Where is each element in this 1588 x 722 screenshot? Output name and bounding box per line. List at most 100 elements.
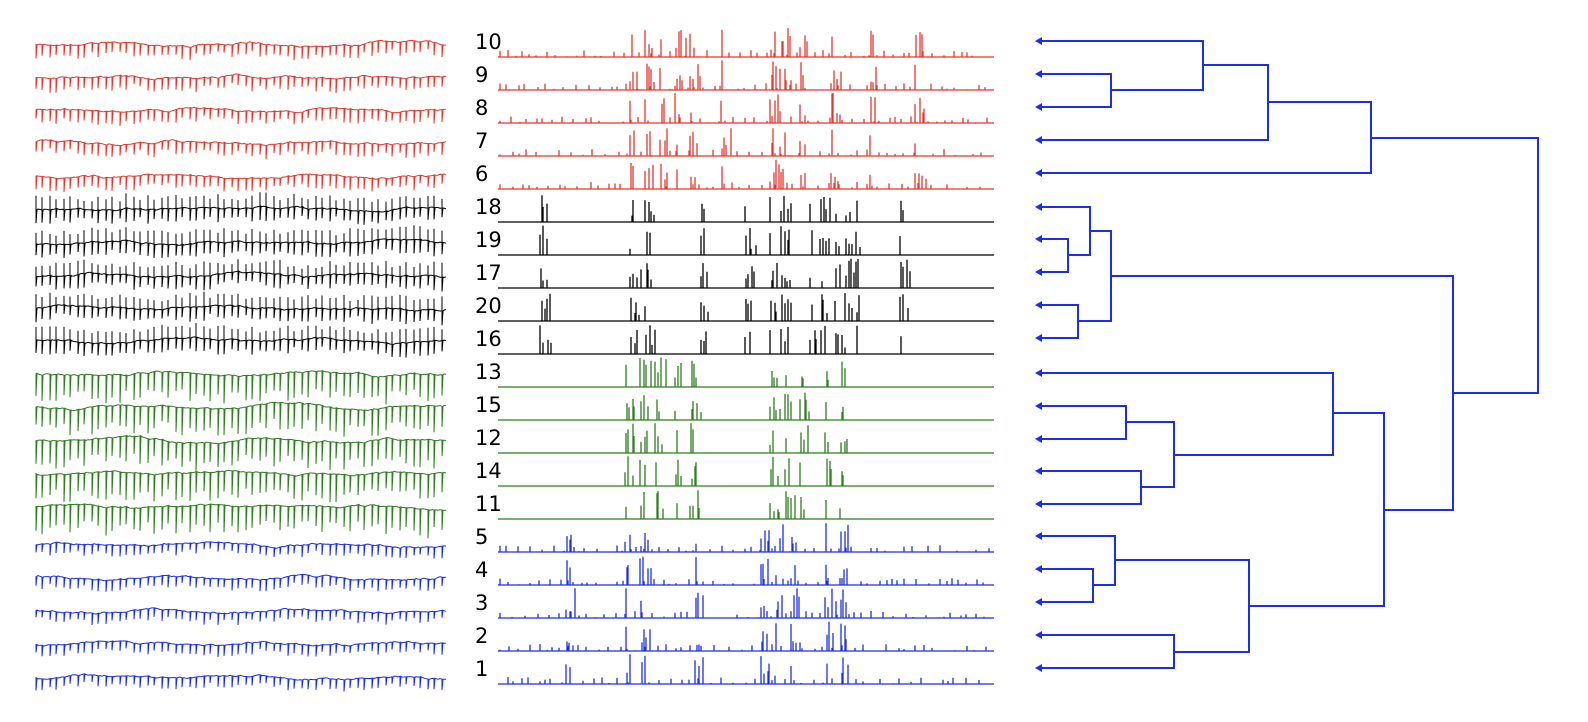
dendrogram-leaf-marker [1035, 235, 1042, 243]
raw-trace [35, 139, 447, 160]
dendrogram-link [1040, 101, 1372, 174]
dendrogram-link [1249, 412, 1385, 607]
dendrogram-link [1040, 405, 1127, 440]
dendrogram-link [1111, 275, 1454, 511]
channel-label: 4 [475, 558, 488, 582]
dendrogram-link [1371, 137, 1539, 394]
raw-trace [35, 173, 447, 193]
raw-trace [35, 225, 447, 259]
dendrogram-leaf-marker [1035, 532, 1042, 540]
dendrogram-link [1040, 304, 1079, 339]
dendrogram-link [1126, 421, 1175, 488]
spike-raster [498, 60, 994, 91]
raw-trace [35, 673, 446, 692]
dendrogram-leaf-marker [1035, 334, 1042, 342]
dendrogram-link [1040, 40, 1204, 91]
channel-label: 18 [475, 195, 502, 219]
raw-trace [35, 39, 447, 61]
channel-label: 17 [475, 261, 502, 285]
spike-raster [498, 325, 994, 355]
channel-label: 10 [475, 30, 502, 54]
spike-raster [498, 490, 994, 520]
dendrogram-leaf-marker [1035, 301, 1042, 309]
spike-raster [498, 293, 994, 322]
channel-label: 14 [475, 459, 502, 483]
channel-label: 5 [475, 525, 488, 549]
dendrogram-link [1040, 238, 1069, 273]
dendrogram-leaf-marker [1035, 664, 1042, 672]
raw-trace [35, 370, 447, 405]
channel-label: 7 [475, 129, 488, 153]
channel-label: 6 [475, 162, 488, 186]
raw-trace [35, 323, 447, 358]
channel-label: 19 [475, 228, 502, 252]
channel-label: 20 [475, 294, 502, 318]
dendrogram-link [1040, 568, 1094, 603]
dendrogram-link [1040, 206, 1091, 256]
raw-trace [35, 106, 447, 126]
dendrogram-leaf-marker [1035, 435, 1042, 443]
dendrogram-link [1078, 230, 1112, 322]
spike-raster [498, 357, 994, 388]
raw-trace [35, 401, 447, 437]
spike-raster [498, 159, 994, 190]
raw-trace [35, 640, 447, 658]
spike-raster [498, 621, 994, 652]
dendrogram-leaf-marker [1035, 631, 1042, 639]
dendrogram-link [1040, 64, 1269, 141]
spike-raster [498, 225, 994, 256]
channel-label: 8 [475, 96, 488, 120]
raw-trace [35, 607, 447, 626]
channel-label: 1 [475, 657, 488, 681]
spike-raster [498, 195, 994, 223]
dendrogram-leaf-marker [1035, 467, 1042, 475]
spike-raster [498, 456, 994, 487]
spike-raster [498, 423, 994, 454]
dendrogram-leaf-marker [1035, 500, 1042, 508]
raw-trace [35, 573, 447, 592]
raw-trace [35, 503, 447, 539]
channel-label: 11 [475, 492, 502, 516]
dendrogram-leaf-marker [1035, 203, 1042, 211]
spike-raster [498, 654, 994, 685]
spike-raster [498, 128, 994, 157]
channel-label: 12 [475, 426, 502, 450]
channel-label: 13 [475, 360, 502, 384]
dendrogram-leaf-marker [1035, 169, 1042, 177]
dendrogram-leaf-marker [1035, 402, 1042, 410]
channel-label: 2 [475, 624, 488, 648]
channel-label: 3 [475, 591, 488, 615]
dendrogram-link [1040, 470, 1142, 505]
raw-trace [35, 192, 447, 225]
dendrogram-leaf-marker [1035, 598, 1042, 606]
spike-raster [498, 28, 994, 58]
channel-label: 16 [475, 327, 502, 351]
dendrogram-leaf-marker [1035, 565, 1042, 573]
spike-raster [498, 556, 994, 586]
dendrogram-leaf-marker [1035, 369, 1042, 377]
spike-raster [498, 258, 994, 289]
channel-labels: 10 9 8 7 6 18 19 17 20 16 13 15 12 14 11… [475, 30, 502, 681]
dendrogram-link [1115, 559, 1250, 653]
spike-raster [498, 523, 994, 553]
raw-trace [35, 541, 447, 559]
spike-raster [498, 93, 994, 124]
raw-trace [35, 259, 447, 292]
raw-trace [35, 434, 447, 472]
dendrogram-leaf-marker [1035, 70, 1042, 78]
spike-raster [498, 392, 994, 421]
channel-label: 15 [475, 393, 502, 417]
dendrogram-leaf-marker [1035, 103, 1042, 111]
raw-trace [35, 73, 447, 94]
raw-trace [35, 469, 447, 503]
raw-traces-panel [35, 39, 447, 692]
dendrogram [1035, 37, 1539, 672]
dendrogram-link [1040, 535, 1116, 586]
spike-raster-panel [498, 28, 994, 685]
dendrogram-leaf-marker [1035, 37, 1042, 45]
channel-label: 9 [475, 63, 488, 87]
dendrogram-link [1040, 634, 1175, 669]
dendrogram-leaf-marker [1035, 268, 1042, 276]
spike-raster [498, 588, 994, 619]
